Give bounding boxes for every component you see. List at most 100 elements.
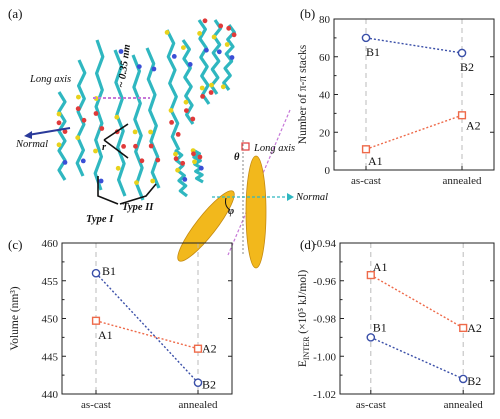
data-point-square [459, 323, 468, 333]
r-arrow-2 [103, 139, 129, 159]
molecule-chain [56, 91, 68, 181]
molecule-chain [131, 54, 145, 201]
molecule-chain [197, 18, 211, 105]
plot-frame [339, 242, 495, 395]
molecule-atom [202, 18, 208, 24]
series-line [370, 274, 464, 329]
normal-arrowhead [24, 131, 32, 139]
y-tick-label: 60 [319, 52, 331, 64]
molecule-atom [80, 158, 86, 164]
normal-label: Normal [15, 139, 48, 150]
long-axis-label: Long axis [29, 74, 71, 85]
molecule-atom [136, 64, 142, 69]
r-label: r [102, 142, 107, 153]
y-tick-label: -1.02 [313, 389, 336, 401]
data-point-circle [366, 333, 376, 342]
data-point-label: B1 [373, 320, 387, 334]
molecule-atom [192, 159, 197, 165]
molecule-atom [99, 126, 105, 131]
inset-ellipse-1 [177, 190, 235, 262]
molecule-backbone [113, 49, 127, 197]
series-line [370, 336, 464, 380]
molecule-atom [98, 178, 104, 184]
x-tick-label: as-cast [81, 399, 111, 411]
data-point-label: A2 [466, 118, 481, 132]
plot-frame [61, 242, 233, 395]
molecule-atom [81, 117, 87, 123]
molecule-atom [155, 157, 161, 163]
molecule-atom [164, 30, 170, 35]
y-tick-label: 80 [319, 14, 331, 26]
y-tick-label: 460 [42, 238, 59, 250]
data-point-label: B1 [102, 264, 116, 278]
molecule-atom [211, 34, 217, 40]
data-point-circle [361, 33, 371, 43]
molecule-atom [168, 108, 174, 113]
data-point-square [361, 145, 371, 154]
molecule-chain [75, 59, 87, 177]
molecule-atom [224, 42, 230, 47]
x-tick-label: annealed [442, 175, 482, 187]
x-tick-label: as-cast [356, 399, 386, 411]
normal-arrow [27, 127, 71, 136]
molecule-atom [199, 85, 205, 91]
molecule-atom [169, 120, 175, 125]
data-point-label: A1 [368, 154, 383, 168]
molecule-atom [173, 156, 179, 162]
y-tick-label: 455 [42, 276, 59, 288]
molecule-atom [209, 82, 214, 88]
molecule-atom [93, 111, 99, 116]
y-tick-label: 20 [319, 127, 331, 139]
inset-ellipse-2 [245, 155, 267, 269]
molecule-backbone [57, 91, 67, 181]
molecule-atom [150, 178, 156, 184]
y-tick-label: 40 [319, 90, 331, 102]
y-tick-label: 0 [325, 165, 331, 177]
y-tick-label: -1.00 [313, 351, 336, 363]
data-point-label: B2 [467, 374, 481, 388]
molecule-atom [76, 94, 81, 100]
y-tick-label: -0.98 [313, 314, 336, 326]
y-tick-label: 450 [42, 314, 59, 326]
molecule-backbone [192, 148, 204, 184]
data-point-label: A1 [98, 328, 113, 342]
molecule-atom [56, 120, 62, 126]
molecule-backbone [75, 59, 87, 177]
molecule-chain [208, 19, 224, 95]
molecule-backbone [93, 39, 105, 191]
inset-long-axis-line [227, 109, 291, 256]
molecule-backbone [197, 19, 211, 105]
molecule-chain [173, 148, 188, 198]
molecule-backbone [145, 47, 161, 189]
molecule-atom [197, 154, 203, 160]
molecule-atom [62, 129, 68, 135]
y-tick-label: -0.94 [313, 238, 336, 250]
molecule-atom [118, 49, 124, 54]
series-line [365, 114, 463, 150]
molecule-atom [151, 66, 157, 72]
molecule-atom [184, 108, 189, 113]
molecule-atom [175, 132, 181, 137]
molecule-atom [175, 167, 181, 173]
plot-frame [333, 18, 495, 171]
type2-label: Type II [122, 202, 154, 213]
molecule-backbone [181, 39, 195, 125]
panel-label: (b) [300, 6, 315, 21]
stack-distance-label: ~ 0.35 nm [116, 44, 133, 89]
molecule-atom [115, 165, 121, 171]
molecule-atom [220, 84, 226, 90]
phi-arc [225, 197, 231, 211]
panel-a-molecules: (a) Long axis Normal ~ 0.35 nm r Type I … [8, 6, 328, 269]
inset-axis-marker [241, 142, 250, 151]
molecule-atom [200, 94, 206, 99]
panel-a-label: (a) [8, 6, 22, 21]
data-point-label: B2 [202, 378, 216, 392]
molecule-chains [56, 18, 237, 201]
molecule-atom [173, 151, 178, 157]
chart-c: (c) 440 445 450 455 460 as-cast annealed Volume … [8, 237, 233, 411]
molecule-atom [226, 25, 232, 31]
type1-bracket [97, 176, 119, 205]
molecule-atom [181, 45, 186, 50]
molecule-backbone [131, 54, 145, 201]
x-tick-label: as-cast [351, 175, 381, 187]
